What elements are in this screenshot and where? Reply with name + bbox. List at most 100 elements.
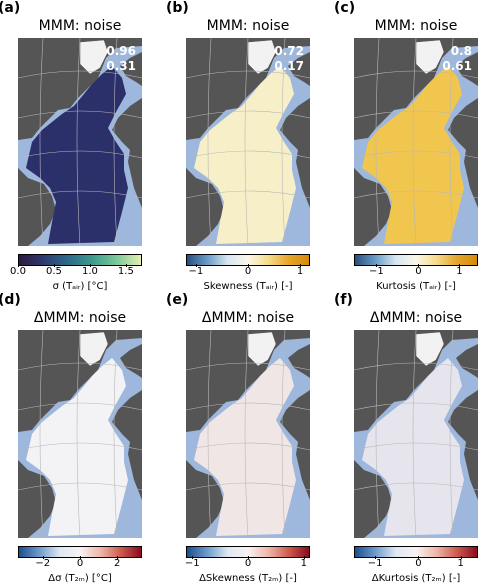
panel-f: (f) ΔMMM: noise −1 0 1 ΔKurtosis (T₂ₘ) [-]	[334, 292, 496, 584]
stat-value: 0.31	[106, 59, 136, 73]
africa-land	[112, 390, 142, 500]
colorbar-tickmark	[42, 556, 44, 559]
colorbar: 0.0 0.5 1.0 1.5 σ (Tₐᵢᵣ) [°C]	[10, 254, 142, 292]
europe-land	[456, 344, 478, 378]
europe-land	[120, 344, 142, 378]
panel-title: MMM: noise	[206, 18, 290, 34]
colorbar-tick-label: 0	[244, 558, 252, 569]
south-america-land	[354, 168, 392, 246]
stat-value: 0.96	[106, 44, 136, 58]
map	[186, 38, 310, 246]
colorbar-tick-label: 0.0	[10, 266, 26, 277]
colorbar-tickmark	[418, 264, 420, 267]
colorbar: −1 0 1 Skewness (Tₐᵢᵣ) [-]	[186, 254, 310, 292]
panel-letter: (a)	[0, 0, 21, 16]
europe-land	[120, 52, 142, 86]
panel-title: ΔMMM: noise	[369, 310, 463, 326]
map	[354, 330, 478, 538]
north-america-land	[186, 330, 310, 432]
colorbar-tick-label: 1	[296, 266, 304, 277]
colorbar-tick-label: 0	[415, 558, 422, 569]
colorbar-tickmark	[117, 556, 119, 559]
panel-a: (a) MMM: noise 0.96 0.31 0.0 0.5 1.0 1.5 σ (Tₐᵢ…	[0, 0, 160, 292]
south-america-land	[186, 168, 224, 246]
colorbar-gradient	[354, 546, 478, 558]
africa-land	[448, 390, 478, 500]
greenland-ice	[415, 331, 445, 367]
africa-land	[280, 98, 310, 208]
africa-land	[112, 98, 142, 208]
stat-value: 0.17	[274, 59, 304, 73]
colorbar-tickmark	[303, 556, 305, 559]
colorbar-tick-label: 0	[244, 266, 252, 277]
colorbar-tickmark	[80, 556, 81, 559]
colorbar: −2 0 2 Δσ (T₂ₘ) [°C]	[18, 546, 142, 584]
colorbar-tickmark	[125, 264, 127, 267]
south-america-land	[18, 168, 56, 246]
map	[18, 38, 142, 246]
panel-letter: (f)	[334, 292, 353, 308]
colorbar: −1 0 1 Kurtosis (Tₐᵢᵣ) [-]	[354, 254, 478, 292]
panel-title: ΔMMM: noise	[33, 310, 127, 326]
colorbar-tick-label: 2	[114, 558, 121, 569]
greenland-ice	[247, 39, 277, 75]
colorbar-label: σ (Tₐᵢᵣ) [°C]	[52, 281, 108, 292]
colorbar-tickmark	[248, 556, 249, 559]
panel-title: ΔMMM: noise	[201, 310, 295, 326]
greenland-ice	[415, 39, 445, 75]
stat-value: 0.61	[442, 59, 472, 73]
colorbar-tickmark	[89, 264, 91, 267]
colorbar-label: Δσ (T₂ₘ) [°C]	[48, 573, 112, 584]
south-america-land	[186, 460, 224, 538]
panel-e: (e) ΔMMM: noise −1 0 1 ΔSkewness (T₂ₘ) [-]	[166, 292, 328, 584]
panel-title: MMM: noise	[38, 18, 122, 34]
colorbar-tick-label: 1.5	[117, 266, 134, 277]
colorbar-tick-label: 1.0	[81, 266, 98, 277]
colorbar-tick-label: −1	[188, 266, 204, 277]
greenland-ice	[247, 331, 277, 367]
colorbar-label: Skewness (Tₐᵢᵣ) [-]	[203, 281, 293, 292]
colorbar-tickmark	[192, 556, 194, 559]
africa-land	[280, 390, 310, 500]
colorbar-tick-label: 1	[456, 266, 463, 277]
map	[354, 38, 478, 246]
colorbar-gradient	[18, 254, 142, 266]
south-america-land	[18, 460, 56, 538]
colorbar-tickmark	[300, 264, 302, 267]
colorbar-tick-label: 0	[76, 558, 84, 569]
colorbar-tickmark	[375, 556, 377, 559]
colorbar: −1 0 1 ΔSkewness (T₂ₘ) [-]	[185, 546, 310, 584]
panel-c: (c) MMM: noise 0.8 0.61 −1 0 1 Kurtosis (Tₐᵢᵣ)…	[334, 0, 496, 292]
europe-land	[288, 52, 310, 86]
greenland-ice	[79, 39, 109, 75]
colorbar-tickmark	[418, 556, 420, 559]
panel-letter: (d)	[0, 292, 21, 308]
colorbar-tickmark	[248, 264, 249, 267]
africa-land	[448, 98, 478, 208]
panel-letter: (e)	[166, 292, 189, 308]
europe-land	[456, 52, 478, 86]
panel-letter: (b)	[166, 0, 189, 16]
north-america-land	[18, 330, 142, 432]
colorbar-tick-label: −1	[368, 266, 384, 277]
europe-land	[288, 344, 310, 378]
colorbar-label: ΔSkewness (T₂ₘ) [-]	[199, 573, 297, 584]
colorbar-tick-label: −2	[35, 558, 51, 569]
colorbar-tickmark	[18, 264, 19, 267]
stat-value: 0.8	[450, 44, 472, 58]
map	[186, 330, 310, 538]
colorbar-tick-label: 1	[300, 558, 307, 569]
panel-d: (d) ΔMMM: noise −2 0 2 Δσ (T₂ₘ) [°C]	[0, 292, 160, 584]
stat-value: 0.72	[274, 44, 304, 58]
colorbar-tick-label: 0.5	[46, 266, 62, 277]
panel-b: (b) MMM: noise 0.72 0.17 −1 0 1 Skewness (Tₐᵢᵣ…	[166, 0, 328, 292]
colorbar-tickmark	[53, 264, 55, 267]
panel-letter: (c)	[334, 0, 356, 16]
colorbar-tick-label: 0	[415, 266, 422, 277]
colorbar-tickmark	[376, 264, 378, 267]
colorbar-tick-label: −1	[367, 558, 383, 569]
greenland-ice	[79, 331, 109, 367]
colorbar-gradient	[354, 254, 478, 266]
colorbar-label: Kurtosis (Tₐᵢᵣ) [-]	[376, 281, 456, 292]
colorbar-tick-label: 1	[457, 558, 464, 569]
